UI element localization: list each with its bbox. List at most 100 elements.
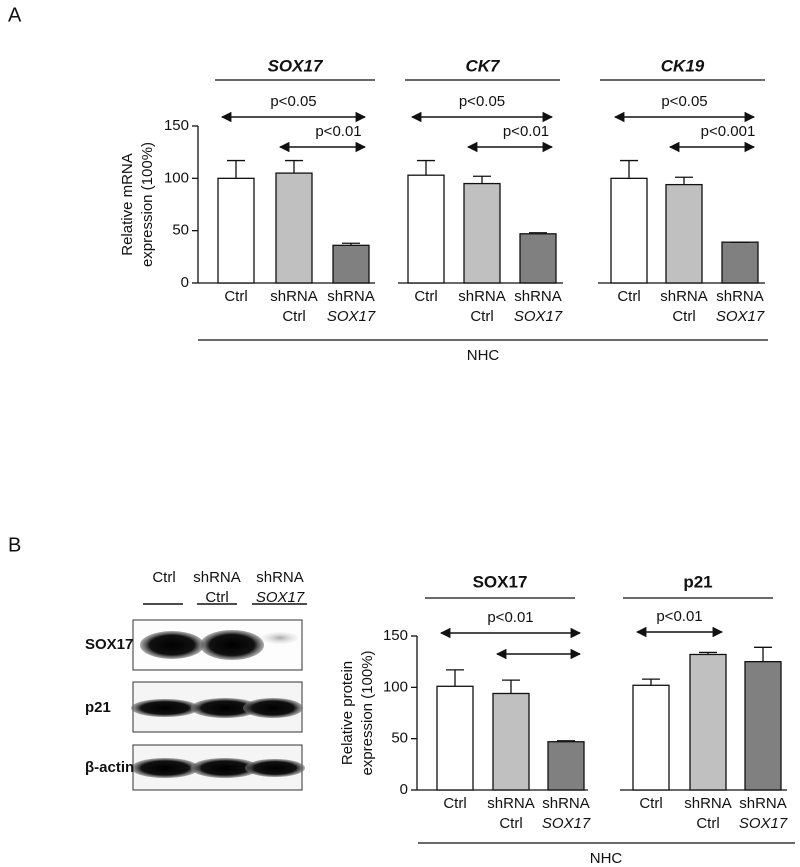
chart-title: SOX17: [473, 572, 528, 591]
bar: [632, 684, 670, 791]
x-tick-label-line: Ctrl: [470, 308, 493, 325]
bar: [721, 241, 759, 284]
x-tick-label-line: SOX17: [327, 308, 376, 325]
x-tick-label-line: Ctrl: [617, 288, 640, 305]
y-tick-label: 0: [181, 274, 189, 291]
x-tick-label-line: shRNA: [542, 795, 590, 812]
x-tick-label: shRNA Ctrl: [660, 288, 708, 325]
x-tick-label-line: Ctrl: [282, 308, 305, 325]
row-label: β-actin: [85, 759, 134, 776]
bar: [744, 661, 782, 791]
x-tick-label-line: Ctrl: [639, 795, 662, 812]
y-tick-label: 100: [164, 169, 189, 186]
x-tick-label-line: Ctrl: [696, 815, 719, 832]
x-tick-label: shRNA SOX17: [514, 288, 563, 325]
bar: [689, 653, 727, 791]
error-bar: [642, 678, 660, 686]
p-value: p<0.001: [701, 123, 756, 140]
chart-title: CK19: [661, 56, 705, 75]
x-tick-label: shRNA SOX17: [716, 288, 765, 325]
error-bar: [529, 232, 547, 234]
x-tick-label: shRNA Ctrl: [487, 795, 535, 832]
lane-label-line: SOX17: [256, 589, 305, 606]
lane-label-line: Ctrl: [152, 569, 175, 586]
y-tick-label: 150: [383, 627, 408, 644]
error-bar: [285, 159, 303, 174]
y-tick-label: 150: [164, 117, 189, 134]
row-label: SOX17: [85, 636, 133, 653]
error-bar: [417, 159, 435, 176]
p-value: p<0.05: [459, 93, 505, 110]
bar: [492, 692, 530, 791]
bar: [610, 177, 648, 284]
p-value: p<0.05: [270, 93, 316, 110]
x-tick-label: Ctrl: [617, 288, 640, 305]
y-tick-label: 100: [383, 678, 408, 695]
western-blot: [131, 603, 307, 791]
y-axis-label: Relative mRNA expression (100%): [119, 142, 156, 267]
y-axis-label-line: expression (100%): [139, 142, 156, 267]
x-tick-label-line: Ctrl: [224, 288, 247, 305]
x-tick-label-line: SOX17: [716, 308, 765, 325]
group-label: NHC: [590, 850, 623, 867]
x-tick-label-line: SOX17: [514, 308, 563, 325]
chart-title: SOX17: [268, 56, 324, 75]
lane-label: Ctrl: [152, 569, 175, 586]
bar: [407, 174, 445, 284]
x-tick-label: shRNA SOX17: [542, 795, 591, 832]
x-tick-label-line: Ctrl: [414, 288, 437, 305]
x-tick-label-line: shRNA: [739, 795, 787, 812]
x-tick-label: Ctrl: [414, 288, 437, 305]
p-value: p<0.01: [315, 123, 361, 140]
x-tick-label-line: Ctrl: [443, 795, 466, 812]
x-tick-label-line: Ctrl: [672, 308, 695, 325]
lane-label: shRNA SOX17: [256, 569, 305, 606]
x-tick-label: shRNA Ctrl: [684, 795, 732, 832]
bar: [463, 182, 501, 284]
lane-label-line: shRNA: [193, 569, 241, 586]
x-tick-label-line: shRNA: [327, 288, 375, 305]
error-bar: [620, 159, 638, 179]
error-bar: [342, 242, 360, 246]
error-bar: [699, 651, 717, 655]
row-label: p21: [85, 699, 111, 716]
x-tick-label-line: shRNA: [660, 288, 708, 305]
chart-title: p21: [683, 572, 712, 591]
error-bar: [754, 646, 772, 662]
y-tick-label: 50: [391, 730, 408, 747]
error-bar: [446, 669, 464, 687]
bar: [436, 685, 474, 791]
x-tick-label: shRNA Ctrl: [458, 288, 506, 325]
y-axis-label-line: expression (100%): [359, 650, 376, 775]
bar: [547, 741, 585, 791]
lane-label: shRNA Ctrl: [193, 569, 241, 606]
lane-label-line: shRNA: [256, 569, 304, 586]
p-value: p<0.01: [487, 609, 533, 626]
chart-title: CK7: [465, 56, 501, 75]
x-tick-label-line: SOX17: [739, 815, 788, 832]
p-value: p<0.05: [661, 93, 707, 110]
group-label: NHC: [467, 347, 500, 364]
x-tick-label-line: shRNA: [684, 795, 732, 812]
x-tick-label: Ctrl: [639, 795, 662, 812]
bar: [519, 233, 557, 284]
x-tick-label: shRNA Ctrl: [270, 288, 318, 325]
x-tick-label: Ctrl: [443, 795, 466, 812]
error-bar: [473, 175, 491, 184]
x-tick-label-line: shRNA: [487, 795, 535, 812]
error-bar: [557, 740, 575, 742]
lane-label-line: Ctrl: [205, 589, 228, 606]
y-tick-label: 50: [172, 222, 189, 239]
x-tick-label-line: shRNA: [458, 288, 506, 305]
bar: [665, 183, 703, 284]
y-tick-label: 0: [400, 781, 408, 798]
panel-label: B: [8, 534, 21, 556]
x-tick-label: shRNA SOX17: [739, 795, 788, 832]
p-value: p<0.01: [656, 608, 702, 625]
y-axis-label: Relative protein expression (100%): [339, 650, 376, 775]
x-tick-label-line: Ctrl: [499, 815, 522, 832]
x-tick-label: shRNA SOX17: [327, 288, 376, 325]
x-tick-label-line: shRNA: [716, 288, 764, 305]
bar: [217, 177, 255, 284]
